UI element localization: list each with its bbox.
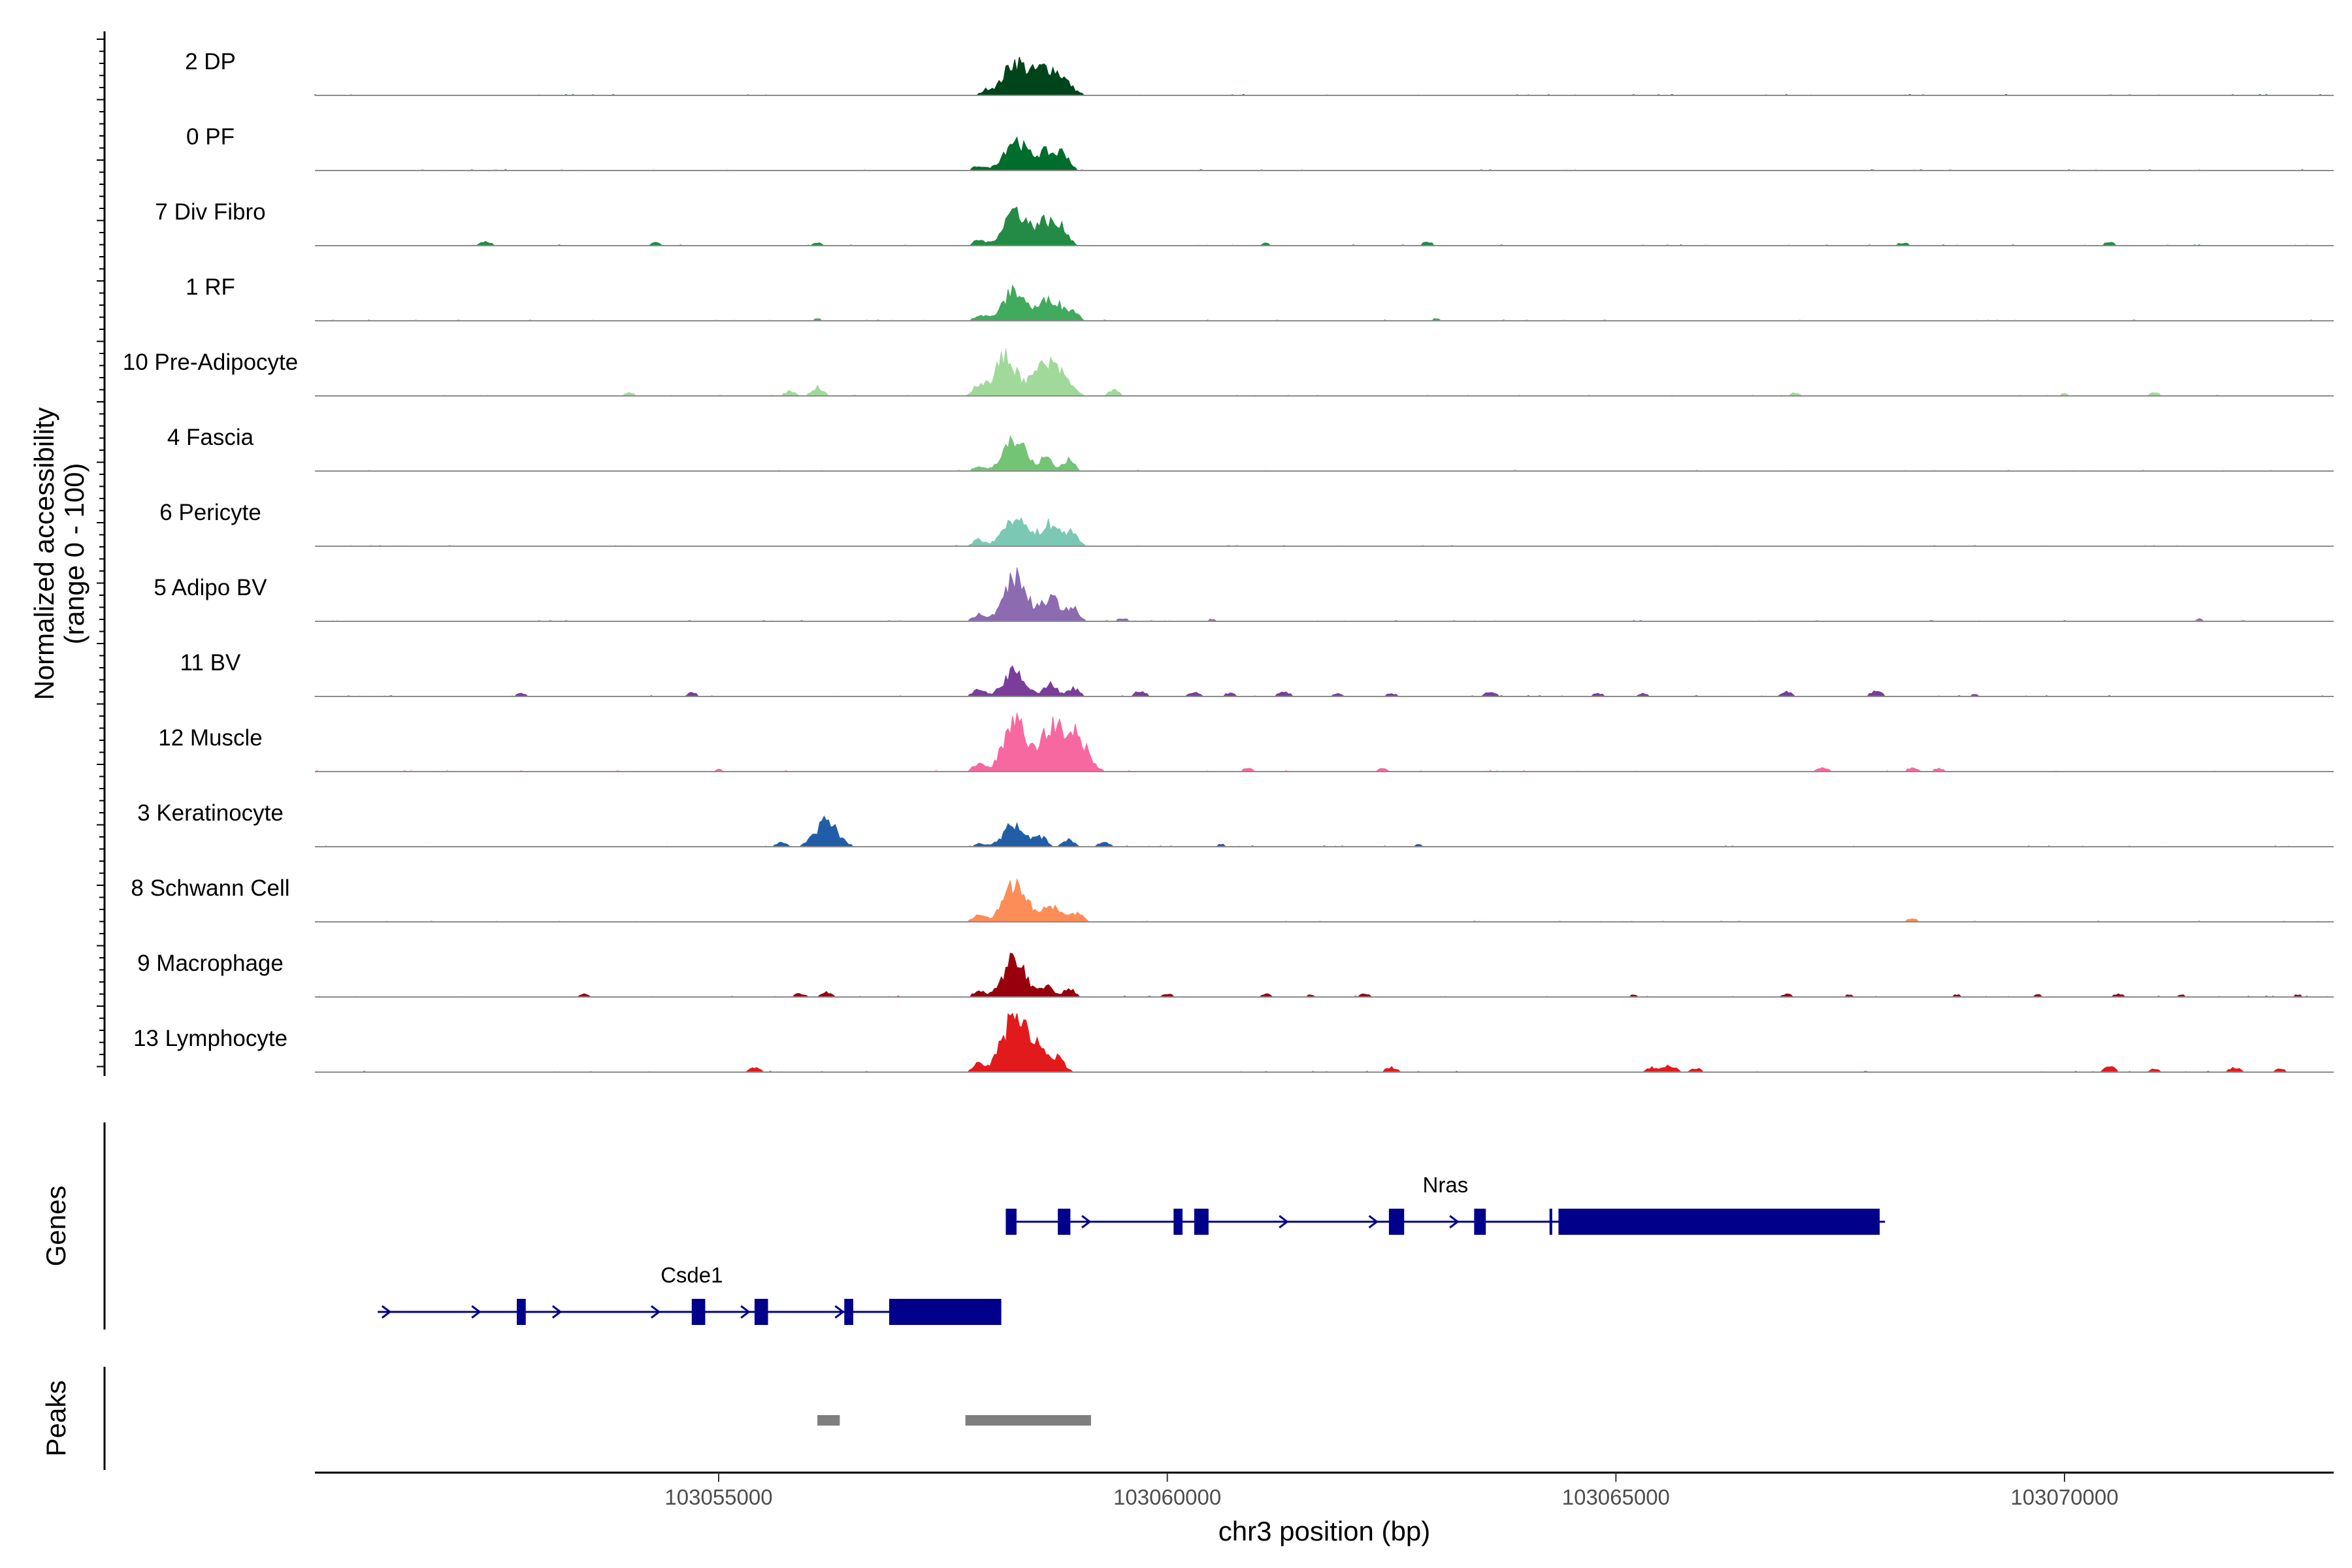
- strand-arrow: [551, 1305, 563, 1319]
- gene-exon: [1058, 1209, 1071, 1235]
- track-label: 6 Pericyte: [159, 500, 261, 525]
- peak-region: [965, 1415, 1091, 1426]
- gene-name: Csde1: [661, 1263, 723, 1287]
- track-label: 5 Adipo BV: [154, 575, 267, 600]
- gene-track: Genes Nras Csde1: [41, 1122, 1886, 1330]
- track-4-fascia: 4 Fascia: [167, 425, 2334, 472]
- gene-exon: [1005, 1209, 1017, 1235]
- gene-exon: [517, 1299, 526, 1325]
- track-7-div-fibro: 7 Div Fibro: [155, 199, 2334, 246]
- track-label: 10 Pre-Adipocyte: [123, 350, 298, 375]
- axes: Normalized accessibility(range 0 - 100) 1…: [29, 31, 2334, 1546]
- peak-track: Peaks: [41, 1367, 1091, 1470]
- accessibility-tracks: 2 DP 0 PF 7 Div Fibro 1 RF 10 Pre-Adipocyte 4…: [123, 49, 2334, 1073]
- gene-exon: [844, 1299, 853, 1325]
- track-8-schwann-cell: 8 Schwann Cell: [131, 875, 2334, 923]
- track-label: 8 Schwann Cell: [131, 875, 289, 901]
- strand-arrow: [1449, 1215, 1460, 1229]
- track-label: 11 BV: [180, 650, 241, 676]
- track-3-keratinocyte: 3 Keratinocyte: [137, 800, 2334, 847]
- gene-exon: [889, 1299, 1002, 1325]
- peak-region: [817, 1415, 840, 1426]
- track-12-muscle: 12 Muscle: [158, 712, 2334, 772]
- track-10-pre-adipocyte: 10 Pre-Adipocyte: [123, 348, 2334, 397]
- strand-arrow: [834, 1305, 845, 1319]
- track-label: 1 RF: [186, 274, 235, 300]
- strand-arrow: [1279, 1215, 1289, 1229]
- track-label: 7 Div Fibro: [155, 199, 265, 225]
- track-label: 3 Keratinocyte: [137, 800, 284, 826]
- genes-track-label: Genes: [41, 1186, 71, 1267]
- track-label: 12 Muscle: [158, 725, 263, 751]
- x-axis-title: chr3 position (bp): [1218, 1516, 1431, 1546]
- track-11-bv: 11 BV: [180, 650, 2334, 697]
- gene-exon: [1558, 1209, 1880, 1235]
- track-label: 0 PF: [186, 124, 235, 150]
- x-tick-label: 103060000: [1113, 1485, 1221, 1509]
- gene-exon: [691, 1299, 706, 1325]
- y-axis-title: Normalized accessibility(range 0 - 100): [29, 407, 90, 700]
- gene-exon: [1388, 1209, 1405, 1235]
- y-axis-title-line: Normalized accessibility: [29, 407, 59, 700]
- gene-exon: [1194, 1209, 1209, 1235]
- gene-csde1: Csde1: [378, 1263, 1002, 1325]
- strand-arrow: [1368, 1215, 1379, 1229]
- track-5-adipo-bv: 5 Adipo BV: [154, 567, 2334, 622]
- track-9-macrophage: 9 Macrophage: [137, 951, 2334, 998]
- track-6-pericyte: 6 Pericyte: [159, 500, 2334, 547]
- strand-arrow: [1081, 1215, 1092, 1229]
- track-13-lymphocyte: 13 Lymphocyte: [133, 1012, 2334, 1073]
- track-label: 2 DP: [185, 49, 236, 74]
- strand-arrow: [740, 1305, 751, 1319]
- gene-nras: Nras: [1005, 1173, 1886, 1235]
- gene-exon: [754, 1299, 768, 1325]
- track-label: 13 Lymphocyte: [133, 1026, 287, 1051]
- x-tick-label: 103070000: [2010, 1485, 2118, 1509]
- peaks-track-label: Peaks: [41, 1380, 71, 1457]
- gene-exon: [1549, 1209, 1552, 1235]
- gene-exon: [1173, 1209, 1183, 1235]
- y-axis-title-line: (range 0 - 100): [59, 463, 90, 645]
- gene-exon: [1474, 1209, 1486, 1235]
- track-0-pf: 0 PF: [186, 124, 2334, 171]
- strand-arrow: [381, 1305, 392, 1319]
- track-1-rf: 1 RF: [186, 274, 2334, 321]
- x-tick-label: 103055000: [664, 1485, 772, 1509]
- strand-arrow: [471, 1305, 482, 1319]
- gene-name: Nras: [1423, 1173, 1469, 1197]
- track-label: 9 Macrophage: [137, 951, 284, 976]
- track-2-dp: 2 DP: [185, 49, 2334, 96]
- strand-arrow: [650, 1305, 661, 1319]
- x-tick-label: 103065000: [1562, 1485, 1670, 1509]
- track-label: 4 Fascia: [167, 425, 254, 450]
